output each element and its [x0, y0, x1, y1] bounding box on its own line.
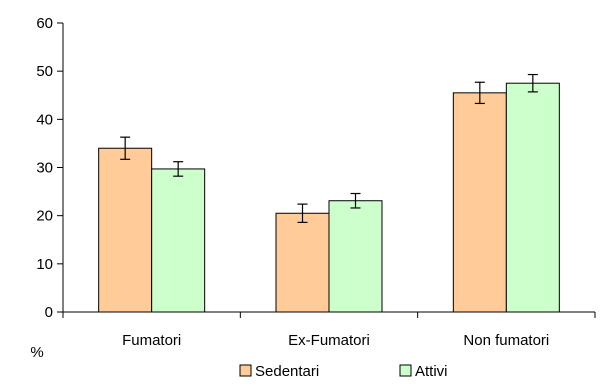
legend-label-sedentari: Sedentari: [255, 363, 319, 380]
error-bar: [120, 136, 131, 160]
category-label: Non fumatori: [463, 332, 549, 349]
legend-label-attivi: Attivi: [415, 363, 448, 380]
bar-sedentari-1: [98, 147, 153, 313]
error-bars-group: [120, 73, 538, 224]
bar-attivi-2: [328, 200, 383, 313]
bar-sedentari-3: [452, 92, 507, 313]
y-tick-label: 30: [36, 160, 53, 177]
x-axis: [62, 311, 596, 318]
legend-swatch-attivi: [399, 364, 412, 377]
y-axis-label: %: [30, 344, 43, 361]
category-label: Fumatori: [122, 332, 181, 349]
y-axis: 0 10 20 30 40 50 60: [36, 15, 64, 321]
error-bar: [350, 192, 361, 209]
legend: Sedentari Attivi: [239, 363, 448, 380]
bars-group: [98, 82, 560, 313]
error-bar: [474, 81, 485, 105]
y-tick-label: 40: [36, 111, 53, 128]
y-tick-label: 20: [36, 208, 53, 225]
category-labels: Fumatori Ex-Fumatori Non fumatori: [122, 332, 549, 349]
y-tick-label: 10: [36, 256, 53, 273]
category-label: Ex-Fumatori: [288, 332, 370, 349]
error-bar: [297, 203, 308, 224]
y-tick-label: 60: [36, 15, 53, 32]
error-bar: [527, 73, 538, 93]
y-tick-label: 50: [36, 63, 53, 80]
error-bar: [173, 161, 184, 177]
bar-attivi-1: [151, 168, 206, 313]
bar-sedentari-2: [275, 212, 330, 313]
y-tick-label: 0: [45, 304, 53, 321]
legend-swatch-sedentari: [239, 364, 252, 377]
bar-attivi-3: [505, 82, 560, 313]
